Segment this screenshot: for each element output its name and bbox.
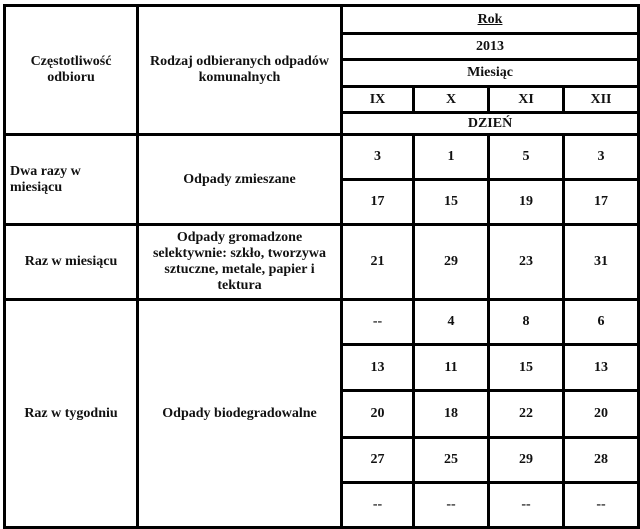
day-cell: 15: [487, 343, 565, 392]
day-cell: 4: [412, 298, 490, 346]
table-row: 20 18 22 20: [5, 389, 640, 439]
day-cell: 25: [412, 436, 490, 484]
header-day-label: DZIEŃ: [339, 111, 640, 136]
day-cell: --: [487, 481, 565, 529]
day-cell: 1: [412, 133, 490, 181]
waste-cell: Odpady zmieszane: [136, 133, 343, 226]
waste-cell: Odpady gromadzone selektywnie: szkło, tw…: [136, 223, 343, 301]
header-frequency: Częstotliwość odbioru: [3, 4, 138, 136]
table-row: Raz w miesiącu Odpady gromadzone selekty…: [3, 223, 640, 301]
header-month: XII: [561, 85, 640, 114]
day-cell: 20: [340, 389, 415, 439]
day-cell: 3: [561, 133, 640, 181]
frequency-cell: Dwa razy w miesiącu: [3, 133, 138, 226]
day-cell: --: [412, 481, 490, 529]
day-cell: 6: [561, 298, 640, 346]
table-row: 13 11 15 13: [5, 343, 640, 392]
day-cell: --: [561, 481, 640, 529]
day-cell: 3: [340, 133, 415, 181]
table-row: Raz w tygodniu Odpady biodegradowalne --…: [3, 298, 640, 529]
day-cell: 13: [340, 343, 415, 392]
frequency-cell: Raz w tygodniu: [3, 298, 138, 529]
day-cell: 29: [412, 223, 490, 301]
day-cell: 5: [487, 133, 565, 181]
day-cell: 19: [487, 178, 565, 226]
waste-cell: Odpady biodegradowalne: [136, 298, 343, 529]
day-cell: 21: [340, 223, 415, 301]
day-cell: 22: [487, 389, 565, 439]
day-cell: 23: [487, 223, 565, 301]
day-cell: 29: [487, 436, 565, 484]
header-year-label: Rok: [339, 4, 640, 35]
header-month: IX: [340, 85, 415, 114]
day-cell: --: [340, 298, 415, 346]
header-waste-type: Rodzaj odbieranych odpadów komunalnych: [136, 4, 343, 136]
day-cell: 8: [487, 298, 565, 346]
header-year: 2013: [339, 32, 640, 61]
day-cell: 31: [561, 223, 640, 301]
day-cell: 18: [412, 389, 490, 439]
header-month-label: Miesiąc: [339, 58, 640, 88]
frequency-cell: Raz w miesiącu: [3, 223, 138, 301]
day-cell: 27: [340, 436, 415, 484]
day-cell: 28: [561, 436, 640, 484]
day-cell: 15: [412, 178, 490, 226]
day-cell: 17: [340, 178, 415, 226]
day-cell: --: [340, 481, 415, 529]
table-row: -- -- -- --: [5, 481, 640, 529]
day-cell: 13: [561, 343, 640, 392]
table-row: 17 15 19 17: [5, 178, 640, 226]
day-cell: 11: [412, 343, 490, 392]
day-cell: 20: [561, 389, 640, 439]
table-row: 27 25 29 28: [5, 436, 640, 484]
day-cell: 17: [561, 178, 640, 226]
collection-schedule-table: Częstotliwość odbioru Rodzaj odbieranych…: [3, 4, 640, 529]
header-month: XI: [487, 85, 565, 114]
header-month: X: [412, 85, 490, 114]
table-row: Dwa razy w miesiącu Odpady zmieszane 3 1…: [3, 133, 640, 226]
